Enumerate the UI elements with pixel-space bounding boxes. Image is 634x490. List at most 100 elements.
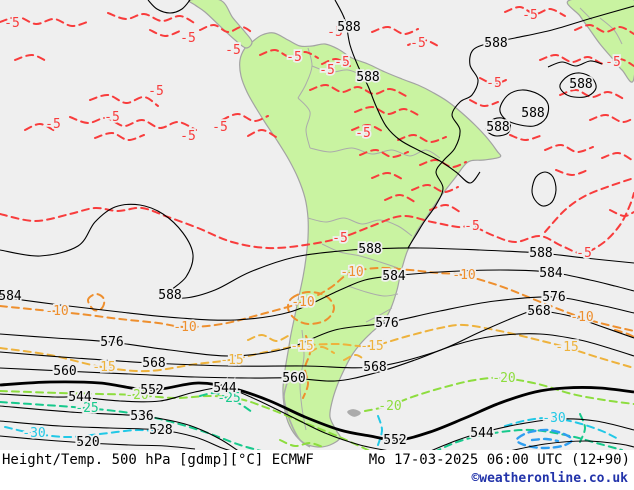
temp-line bbox=[579, 413, 587, 443]
temp-line bbox=[530, 437, 560, 443]
temp-line bbox=[515, 428, 574, 450]
height-label: 588 bbox=[337, 20, 360, 35]
height-label: 520 bbox=[76, 435, 99, 450]
height-label: 552 bbox=[140, 383, 163, 398]
height-label: 588 bbox=[158, 288, 181, 303]
height-line bbox=[0, 387, 396, 452]
height-label: 544 bbox=[213, 381, 237, 396]
height-contour-588 bbox=[0, 0, 634, 299]
height-line bbox=[485, 117, 511, 137]
temp-label: -5 bbox=[225, 43, 241, 58]
temp-line bbox=[433, 428, 623, 452]
temp-label: -10 bbox=[45, 304, 68, 319]
temp-label: -30 bbox=[542, 411, 565, 426]
temp-line bbox=[354, 106, 421, 117]
temp-line bbox=[377, 415, 384, 446]
temp-label: -5 bbox=[464, 219, 480, 234]
temp-line bbox=[509, 134, 541, 141]
temp-label: -10 bbox=[291, 295, 314, 310]
height-label: 588 bbox=[484, 36, 507, 51]
height-contour-576 bbox=[0, 296, 634, 357]
height-label: 584 bbox=[382, 269, 406, 284]
temp-label: -5 bbox=[104, 110, 120, 125]
height-label: 584 bbox=[0, 289, 22, 304]
temp-label: -25 bbox=[75, 401, 98, 416]
height-label: 588 bbox=[569, 77, 592, 92]
temp-line bbox=[199, 24, 255, 35]
temp-label: -20 bbox=[125, 388, 148, 403]
temp-contour--15 bbox=[0, 323, 634, 373]
temp-line bbox=[247, 334, 289, 342]
temp-line bbox=[24, 123, 56, 132]
country-border bbox=[599, 17, 623, 45]
temp-line bbox=[589, 114, 634, 124]
temp-label: -5 bbox=[522, 8, 538, 23]
height-label: 576 bbox=[375, 316, 398, 331]
temp-line bbox=[504, 6, 566, 17]
temp-line bbox=[559, 89, 625, 100]
temp-line bbox=[614, 329, 634, 338]
temp-line bbox=[0, 15, 91, 28]
caption-bar: Height/Temp. 500 hPa [gdmp][°C] ECMWF Mo… bbox=[0, 450, 634, 490]
country-border bbox=[297, 97, 311, 149]
height-contour-544 bbox=[0, 387, 634, 452]
height-line bbox=[504, 440, 634, 452]
temp-line bbox=[469, 99, 499, 108]
height-contour-568 bbox=[0, 310, 634, 369]
temp-label: -5 bbox=[486, 76, 502, 91]
temp-label: -20 bbox=[492, 371, 515, 386]
height-line bbox=[407, 5, 634, 249]
temp-line bbox=[302, 335, 311, 399]
height-label: 544 bbox=[470, 426, 494, 441]
height-line bbox=[0, 435, 196, 450]
height-contour-aux bbox=[147, 0, 557, 207]
height-label: 560 bbox=[282, 371, 305, 386]
height-contour-536 bbox=[0, 405, 634, 452]
temp-label: -15 bbox=[360, 339, 383, 354]
height-contour-520 bbox=[0, 435, 196, 450]
temp-line bbox=[87, 293, 106, 312]
height-label: 568 bbox=[142, 356, 165, 371]
temp-line bbox=[407, 39, 441, 48]
height-line bbox=[427, 418, 634, 452]
temp-line bbox=[0, 390, 373, 452]
temp-label: -20 bbox=[378, 399, 401, 414]
temp-line bbox=[601, 152, 633, 161]
country-border bbox=[307, 217, 413, 237]
height-label: 576 bbox=[100, 335, 123, 350]
height-line bbox=[147, 0, 191, 14]
country-border bbox=[365, 307, 393, 323]
temp-line bbox=[544, 144, 594, 153]
temp-line bbox=[609, 209, 634, 218]
temp-line bbox=[544, 177, 634, 233]
temp-label: -5 bbox=[319, 63, 335, 78]
country-border bbox=[311, 65, 381, 81]
temp-contour--30 bbox=[4, 415, 621, 446]
temp-label: -15 bbox=[220, 353, 243, 368]
temp-line bbox=[259, 49, 319, 59]
temp-line bbox=[279, 439, 326, 449]
country-border bbox=[321, 243, 399, 269]
height-line bbox=[531, 171, 557, 207]
temp-label: -5 bbox=[605, 55, 621, 70]
temp-line bbox=[555, 169, 589, 177]
temp-label: -5 bbox=[334, 55, 350, 70]
height-line bbox=[547, 60, 603, 68]
temp-line bbox=[4, 426, 166, 439]
falkland-islands bbox=[347, 409, 361, 417]
height-line bbox=[0, 380, 634, 442]
height-label: 588 bbox=[521, 106, 544, 121]
height-contour-584 bbox=[0, 269, 634, 321]
height-label: 588 bbox=[356, 70, 379, 85]
temp-line bbox=[397, 134, 447, 143]
temp-line bbox=[247, 129, 277, 138]
height-label: 528 bbox=[149, 423, 172, 438]
credit-link[interactable]: ©weatheronline.co.uk bbox=[471, 471, 628, 486]
temp-line bbox=[309, 84, 407, 97]
temp-contour--10 bbox=[0, 266, 634, 399]
temp-label: -5 bbox=[576, 246, 592, 261]
temp-label: -15 bbox=[555, 340, 578, 355]
height-label: 536 bbox=[130, 409, 153, 424]
temp-line bbox=[94, 132, 145, 141]
